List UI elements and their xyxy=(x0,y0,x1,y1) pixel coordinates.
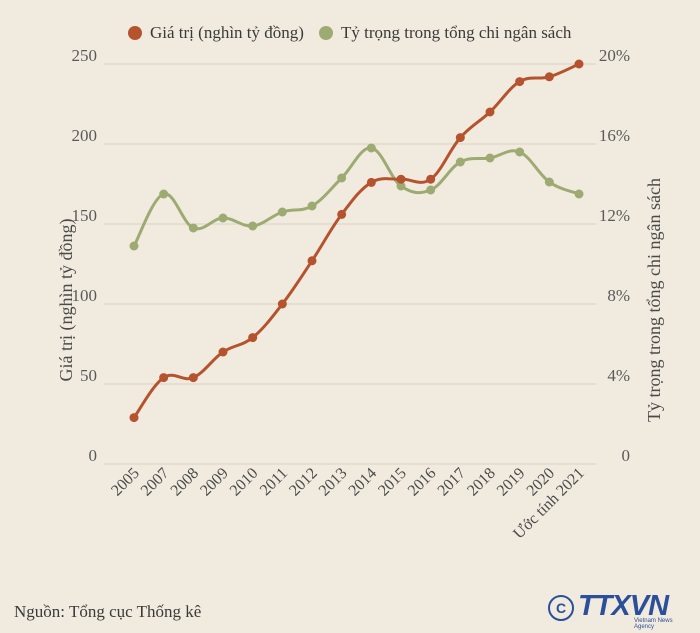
legend-marker xyxy=(128,26,142,40)
data-point xyxy=(396,174,406,184)
source-note: Nguồn: Tổng cục Thống kê xyxy=(14,602,202,621)
data-point xyxy=(129,241,139,251)
legend-label: Giá trị (nghìn tỷ đồng) xyxy=(150,23,304,42)
data-point xyxy=(188,373,198,383)
data-point xyxy=(396,181,406,191)
data-point xyxy=(574,59,584,69)
y2-tick-label: 4% xyxy=(607,366,630,385)
data-point xyxy=(218,213,228,223)
x-tick-label: 2019 xyxy=(494,465,529,500)
data-point xyxy=(188,223,198,233)
data-point xyxy=(337,209,347,219)
y-axis-title: Giá trị (nghìn tỷ đồng) xyxy=(56,219,77,382)
data-point xyxy=(218,347,228,357)
x-tick-label: 2010 xyxy=(227,465,262,500)
data-point xyxy=(515,147,525,157)
ttxvn-logo: C TTXVN Vietnam News Agency xyxy=(548,590,688,630)
y2-tick-label: 0 xyxy=(622,446,631,465)
data-point xyxy=(544,177,554,187)
y-tick-label: 200 xyxy=(72,126,98,145)
x-tick-label: 2013 xyxy=(316,465,351,500)
data-point xyxy=(455,133,465,143)
x-tick-label: 2015 xyxy=(375,465,410,500)
x-tick-label: 2005 xyxy=(108,465,143,500)
x-tick-label: 2017 xyxy=(435,465,470,500)
chart: 0 50 100 150 200 250 0 4% 8% 12% 16% 20% Giá trị (ng… xyxy=(56,23,664,543)
x-tick-label: 2011 xyxy=(257,465,291,499)
data-point xyxy=(574,189,584,199)
data-point xyxy=(426,185,436,195)
data-point xyxy=(426,174,436,184)
y2-tick-label: 20% xyxy=(599,46,630,65)
copyright-icon: C xyxy=(548,595,574,621)
data-point xyxy=(129,413,139,423)
x-tick-label: 2009 xyxy=(197,465,232,500)
data-point xyxy=(485,107,495,117)
x-tick-label: 2014 xyxy=(346,465,381,500)
data-point xyxy=(248,221,258,231)
series-line xyxy=(132,146,580,247)
x-tick-label: 2012 xyxy=(286,465,321,500)
data-point xyxy=(544,72,554,82)
y-tick-label: 250 xyxy=(72,46,98,65)
data-point xyxy=(159,373,169,383)
y2-tick-label: 16% xyxy=(599,126,630,145)
series-line xyxy=(132,62,580,419)
x-tick-label: 2016 xyxy=(405,465,440,500)
data-point xyxy=(277,299,287,309)
legend-marker xyxy=(319,26,333,40)
data-point xyxy=(277,207,287,217)
data-point xyxy=(485,153,495,163)
y-tick-label: 100 xyxy=(72,286,98,305)
data-point xyxy=(307,256,317,266)
data-point xyxy=(307,201,317,211)
data-point xyxy=(455,157,465,167)
data-point xyxy=(248,333,258,343)
y-tick-label: 0 xyxy=(89,446,98,465)
data-point xyxy=(366,143,376,153)
logo-wordmark: TTXVN xyxy=(578,590,669,622)
x-tick-label: 2008 xyxy=(168,465,203,500)
y-tick-label: 150 xyxy=(72,206,98,225)
y2-tick-label: 8% xyxy=(607,286,630,305)
logo-subtext: Vietnam News Agency xyxy=(634,618,673,630)
data-point xyxy=(159,189,169,199)
x-tick-label: 2007 xyxy=(138,465,173,500)
data-point xyxy=(515,77,525,87)
y2-axis-title: Tỷ trọng trong tổng chi ngân sách xyxy=(644,178,664,422)
x-tick-label: 2018 xyxy=(464,465,499,500)
y-tick-label: 50 xyxy=(80,366,97,385)
y2-tick-label: 12% xyxy=(599,206,630,225)
data-point xyxy=(337,173,347,183)
data-point xyxy=(366,177,376,187)
legend-label: Tỷ trọng trong tổng chi ngân sách xyxy=(341,23,572,42)
